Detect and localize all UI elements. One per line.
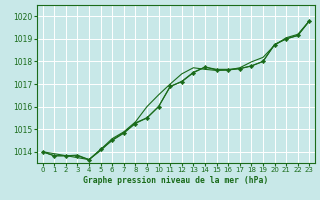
X-axis label: Graphe pression niveau de la mer (hPa): Graphe pression niveau de la mer (hPa) [84, 176, 268, 185]
